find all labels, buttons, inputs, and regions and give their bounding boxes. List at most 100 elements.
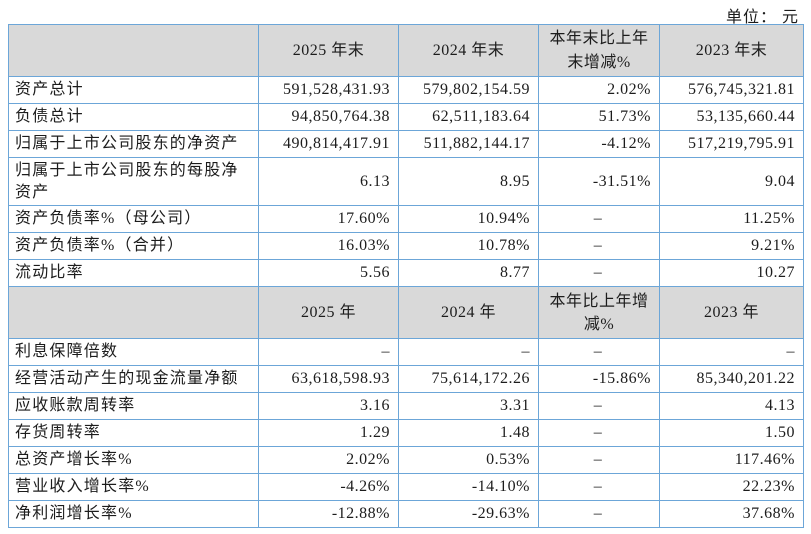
row-label: 总资产增长率% bbox=[8, 446, 259, 475]
cell-value: – bbox=[538, 473, 660, 502]
table-row: 流动比率 5.56 8.77–10.27 bbox=[8, 259, 804, 288]
row-label: 利息保障倍数 bbox=[8, 338, 259, 367]
cell-value: 9.21% bbox=[659, 232, 804, 261]
cell-value: 1.29 bbox=[258, 419, 399, 448]
row-label: 营业收入增长率% bbox=[8, 473, 259, 502]
cell-value: 0.53% bbox=[398, 446, 539, 475]
cell-value: – bbox=[258, 338, 399, 367]
cell-value: – bbox=[538, 259, 660, 288]
cell-value: 579,802,154.59 bbox=[398, 76, 539, 104]
table-row: 负债总计 94,850,764.38 62,511,183.64 51.73% 53,1… bbox=[8, 103, 804, 131]
column-header: 2025 年 bbox=[258, 286, 399, 340]
cell-value: 62,511,183.64 bbox=[398, 103, 539, 131]
cell-value: 6.13 bbox=[258, 156, 399, 207]
row-label: 归属于上市公司股东的每股净资产 bbox=[8, 156, 259, 207]
cell-value: – bbox=[659, 338, 804, 367]
cell-value: 8.77 bbox=[398, 259, 539, 288]
cell-value: 517,219,795.91 bbox=[659, 130, 804, 158]
cell-value: – bbox=[538, 500, 660, 529]
column-header: 2025 年末 bbox=[258, 24, 399, 77]
cell-value: -4.26% bbox=[258, 473, 399, 502]
row-label: 经营活动产生的现金流量净额 bbox=[8, 365, 259, 394]
table-row: 资产负债率%（母公司） 17.60% 10.94% –11.25% bbox=[8, 205, 804, 234]
column-header: 本年末比上年末增减% bbox=[538, 24, 660, 77]
column-header: 2023 年 bbox=[659, 286, 804, 340]
cell-value: -15.86% bbox=[538, 365, 660, 394]
cell-value: 11.25% bbox=[659, 205, 804, 234]
cell-value: 22.23% bbox=[659, 473, 804, 502]
column-header: 2024 年末 bbox=[398, 24, 539, 77]
cell-value: 10.78% bbox=[398, 232, 539, 261]
table-row: 经营活动产生的现金流量净额 63,618,598.93 75,614,172.26-… bbox=[8, 365, 804, 394]
cell-value: – bbox=[398, 338, 539, 367]
table-row: 归属于上市公司股东的净资产 490,814,417.91 511,882,144.1… bbox=[8, 130, 804, 158]
cell-value: – bbox=[538, 232, 660, 261]
cell-value: 17.60% bbox=[258, 205, 399, 234]
table-row: 资产负债率%（合并） 16.03% 10.78% –9.21% bbox=[8, 232, 804, 261]
column-header: 本年比上年增减% bbox=[538, 286, 660, 340]
table-row: 应收账款周转率 3.16 3.31–4.13 bbox=[8, 392, 804, 421]
header-cell-empty bbox=[8, 24, 259, 77]
cell-value: -31.51% bbox=[538, 156, 660, 207]
table-row: 利息保障倍数 – – – – bbox=[8, 338, 804, 367]
cell-value: – bbox=[538, 205, 660, 234]
cell-value: 75,614,172.26 bbox=[398, 365, 539, 394]
financial-table: 2025 年末 2024 年末 本年末比上年末增减% 2023 年末 资产总计 591,5… bbox=[8, 24, 804, 529]
cell-value: -4.12% bbox=[538, 130, 660, 158]
cell-value: 85,340,201.22 bbox=[659, 365, 804, 394]
row-label: 资产负债率%（合并） bbox=[8, 232, 259, 261]
table-row: 总资产增长率% 2.02% 0.53% –117.46% bbox=[8, 446, 804, 475]
cell-value: 2.02% bbox=[258, 446, 399, 475]
cell-value: 3.16 bbox=[258, 392, 399, 421]
table-row: 资产总计 591,528,431.93 579,802,154.59 2.02% 576… bbox=[8, 76, 804, 104]
header-row: 2025 年末 2024 年末 本年末比上年末增减% 2023 年末 bbox=[8, 24, 804, 77]
cell-value: 490,814,417.91 bbox=[258, 130, 399, 158]
cell-value: 1.48 bbox=[398, 419, 539, 448]
row-label: 资产总计 bbox=[8, 76, 259, 104]
cell-value: 51.73% bbox=[538, 103, 660, 131]
header-cell-empty bbox=[8, 286, 259, 340]
cell-value: 4.13 bbox=[659, 392, 804, 421]
cell-value: 2.02% bbox=[538, 76, 660, 104]
row-label: 资产负债率%（母公司） bbox=[8, 205, 259, 234]
cell-value: 94,850,764.38 bbox=[258, 103, 399, 131]
column-header: 2023 年末 bbox=[659, 24, 804, 77]
cell-value: 576,745,321.81 bbox=[659, 76, 804, 104]
table-row: 存货周转率 1.29 1.48–1.50 bbox=[8, 419, 804, 448]
cell-value: – bbox=[538, 446, 660, 475]
cell-value: 16.03% bbox=[258, 232, 399, 261]
cell-value: 63,618,598.93 bbox=[258, 365, 399, 394]
cell-value: 511,882,144.17 bbox=[398, 130, 539, 158]
row-label: 存货周转率 bbox=[8, 419, 259, 448]
cell-value: 37.68% bbox=[659, 500, 804, 529]
row-label: 归属于上市公司股东的净资产 bbox=[8, 130, 259, 158]
cell-value: 3.31 bbox=[398, 392, 539, 421]
row-label: 净利润增长率% bbox=[8, 500, 259, 529]
cell-value: 53,135,660.44 bbox=[659, 103, 804, 131]
table-row: 净利润增长率% -12.88% -29.63% –37.68% bbox=[8, 500, 804, 529]
header-row: 2025 年 2024 年本年比上年增减% 2023 年 bbox=[8, 286, 804, 340]
cell-value: 5.56 bbox=[258, 259, 399, 288]
cell-value: 1.50 bbox=[659, 419, 804, 448]
cell-value: 591,528,431.93 bbox=[258, 76, 399, 104]
cell-value: 10.27 bbox=[659, 259, 804, 288]
cell-value: – bbox=[538, 419, 660, 448]
cell-value: – bbox=[538, 338, 660, 367]
cell-value: 117.46% bbox=[659, 446, 804, 475]
cell-value: 10.94% bbox=[398, 205, 539, 234]
cell-value: 8.95 bbox=[398, 156, 539, 207]
financial-table-body: 2025 年末 2024 年末 本年末比上年末增减% 2023 年末 资产总计 591,5… bbox=[8, 24, 804, 529]
cell-value: -14.10% bbox=[398, 473, 539, 502]
cell-value: -12.88% bbox=[258, 500, 399, 529]
row-label: 负债总计 bbox=[8, 103, 259, 131]
cell-value: 9.04 bbox=[659, 156, 804, 207]
cell-value: -29.63% bbox=[398, 500, 539, 529]
row-label: 流动比率 bbox=[8, 259, 259, 288]
table-row: 归属于上市公司股东的每股净资产 6.13 8.95 -31.51% 9.04 bbox=[8, 156, 804, 207]
unit-label: 单位： 元 bbox=[725, 9, 799, 26]
table-row: 营业收入增长率% -4.26% -14.10% –22.23% bbox=[8, 473, 804, 502]
column-header: 2024 年 bbox=[398, 286, 539, 340]
row-label: 应收账款周转率 bbox=[8, 392, 259, 421]
cell-value: – bbox=[538, 392, 660, 421]
